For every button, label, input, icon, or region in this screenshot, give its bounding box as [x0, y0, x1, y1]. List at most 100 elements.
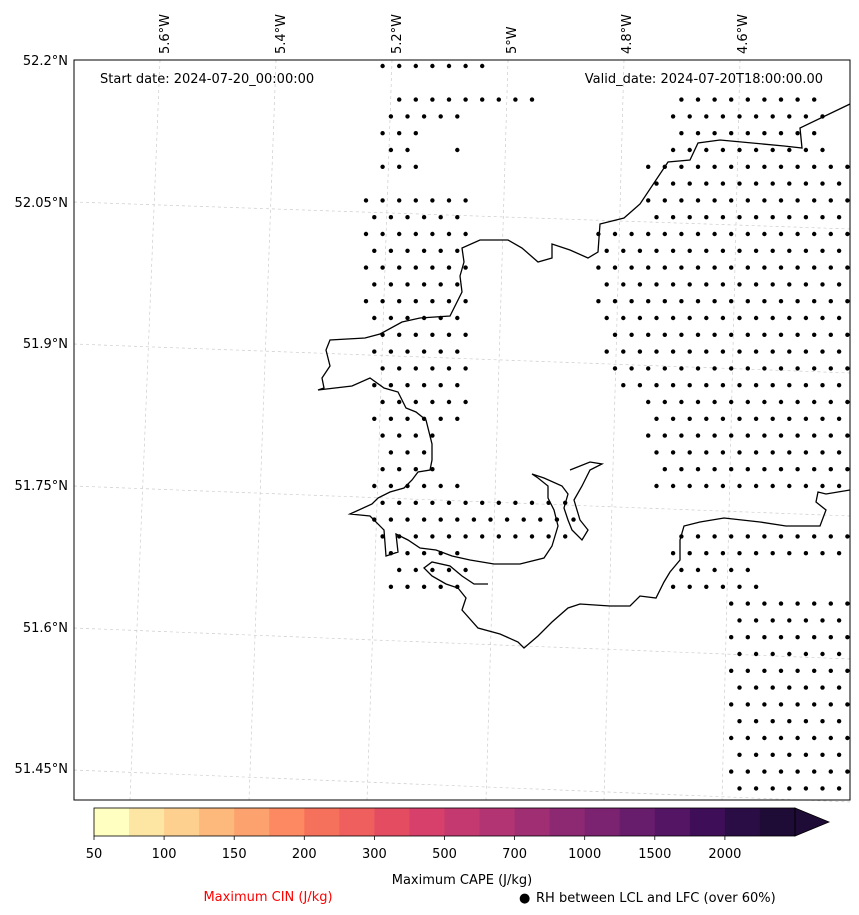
rh-dot: [695, 433, 701, 438]
lon-label-5.2w: 5.2°W: [390, 14, 405, 54]
rh-dot: [405, 315, 410, 321]
rh-dot: [629, 366, 634, 371]
rh-dot: [695, 567, 701, 573]
colorbar-segment: [304, 808, 340, 836]
rh-dot: [712, 265, 717, 270]
rh-dot: [388, 114, 394, 119]
colorbar-tick-label: 200: [292, 847, 317, 862]
rh-dot: [745, 299, 750, 304]
rh-dot: [388, 282, 394, 287]
rh-dot: [770, 215, 775, 220]
rh-dot: [704, 181, 709, 186]
lon-label-5w: 5°W: [505, 26, 520, 54]
colorbar-segment: [724, 808, 761, 836]
rh-dot: [438, 114, 443, 119]
lat-label-52.05n: 52.05°N: [15, 196, 68, 211]
rh-dot: [803, 752, 809, 757]
rh-dot: [812, 97, 817, 102]
rh-dot: [446, 63, 452, 69]
rh-dot: [405, 147, 410, 153]
rh-dot: [405, 517, 410, 522]
rh-dot: [388, 584, 394, 589]
rh-dot: [405, 349, 410, 354]
rh-dot: [388, 483, 394, 489]
rh-dot: [430, 299, 435, 304]
colorbar-segment: [514, 808, 551, 836]
rh-dot: [397, 299, 402, 304]
rh-dot: [455, 383, 460, 388]
colorbar-segment: [584, 808, 621, 836]
rh-dot: [430, 399, 435, 405]
rh-dot: [778, 534, 784, 539]
rh-dot: [463, 399, 468, 405]
rh-dot: [729, 366, 734, 371]
rh-dot: [795, 231, 800, 237]
rh-dot: [654, 349, 659, 354]
rh-dot: [836, 685, 842, 690]
rh-dot: [687, 551, 692, 556]
rh-dot: [753, 248, 759, 253]
lon-label-5.4w: 5.4°W: [274, 14, 289, 54]
rh-dot: [662, 433, 667, 438]
rh-dot: [446, 534, 452, 539]
colorbar-extend-arrow: [794, 807, 831, 837]
rh-dot: [753, 551, 759, 556]
rh-dot: [704, 416, 709, 421]
rh-dot: [762, 534, 767, 539]
rh-dot: [778, 97, 784, 102]
rh-dot: [563, 534, 568, 539]
rh-dot: [596, 265, 601, 270]
rh-dot: [504, 517, 510, 522]
rh-dot: [762, 97, 767, 102]
rh-dot: [704, 551, 709, 556]
rh-dot: [787, 349, 792, 354]
colorbar-ticks: 50 100 150 200 300 500 700 1000 1500 2000: [86, 836, 741, 862]
rh-dot: [745, 399, 750, 405]
rh-dot: [745, 567, 750, 573]
rh-dot: [803, 618, 809, 623]
rh-dot: [820, 450, 825, 455]
rh-dot: [463, 534, 468, 539]
rh-dots: [363, 63, 850, 791]
rh-dot: [413, 467, 418, 472]
rh-dot: [629, 299, 634, 304]
rh-dot: [836, 551, 842, 556]
rh-dot: [687, 383, 692, 388]
rh-dot: [828, 635, 833, 640]
rh-dot: [712, 198, 717, 203]
rh-dot: [679, 164, 684, 169]
rh-dot: [397, 131, 402, 136]
rh-dot: [712, 332, 717, 337]
rh-dot: [812, 467, 817, 472]
rh-dot: [654, 315, 659, 321]
rh-dot: [704, 584, 709, 589]
rh-dot: [753, 349, 759, 354]
rh-dot: [845, 231, 850, 237]
rh-dot: [662, 265, 667, 270]
rh-dot: [695, 299, 701, 304]
rh-dot: [812, 534, 817, 539]
rh-dot: [803, 248, 809, 253]
rh-dot: [778, 366, 784, 371]
rh-dot: [621, 315, 626, 321]
rh-dot: [803, 383, 809, 388]
rh-dot: [446, 366, 452, 371]
rh-dot: [778, 735, 784, 741]
lon-labels: 5.6°W 5.4°W 5.2°W 5°W 4.8°W 4.6°W: [158, 14, 751, 54]
rh-dot: [413, 534, 418, 539]
rh-dot: [480, 63, 485, 69]
rh-dot: [670, 248, 676, 253]
rh-dot: [787, 215, 792, 220]
rh-dot: [795, 534, 800, 539]
rh-dot: [737, 349, 742, 354]
rh-dot: [413, 332, 418, 337]
lat-label-51.9n: 51.9°N: [23, 337, 68, 352]
rh-dot: [438, 383, 443, 388]
rh-dot: [629, 265, 634, 270]
rh-dot: [637, 282, 643, 287]
rh-dot: [787, 315, 792, 321]
rh-dot: [430, 231, 435, 237]
rh-dot: [421, 483, 427, 489]
rh-dot: [803, 147, 809, 153]
rh-dot: [762, 433, 767, 438]
